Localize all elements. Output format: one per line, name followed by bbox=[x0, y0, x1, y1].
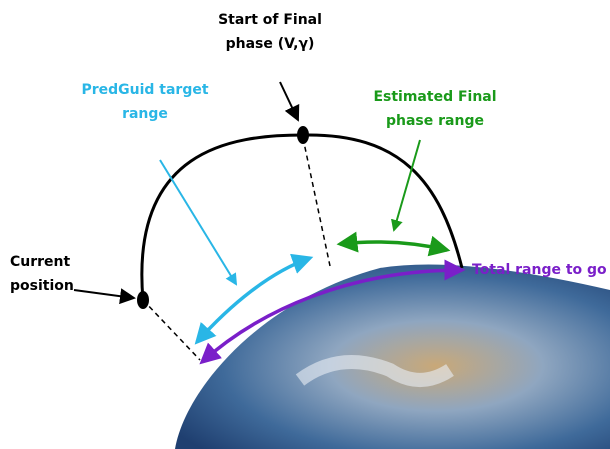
pointer bbox=[159, 159, 238, 286]
current-point bbox=[137, 291, 149, 309]
pointer bbox=[73, 288, 136, 305]
label: Current bbox=[10, 254, 71, 270]
label: range bbox=[122, 106, 168, 122]
label: Start of Final bbox=[218, 12, 322, 28]
earth bbox=[175, 264, 610, 449]
cloud bbox=[295, 355, 454, 387]
pointer bbox=[279, 81, 300, 122]
label: Estimated Final bbox=[373, 89, 496, 105]
dashed-line bbox=[142, 299, 201, 361]
predguid-range-arrow bbox=[194, 253, 314, 345]
label: PredGuid target bbox=[81, 82, 208, 98]
dashed-line bbox=[302, 137, 331, 267]
label: Total range to go bbox=[472, 262, 607, 278]
label: phase (V,γ) bbox=[226, 36, 315, 52]
label: position bbox=[10, 278, 74, 294]
pointer bbox=[391, 139, 421, 232]
labels: Start of Final phase (V,γ) PredGuid target… bbox=[10, 12, 607, 294]
final-range-arrow bbox=[336, 231, 451, 257]
label: phase range bbox=[386, 113, 484, 129]
final-phase-point bbox=[297, 126, 309, 144]
